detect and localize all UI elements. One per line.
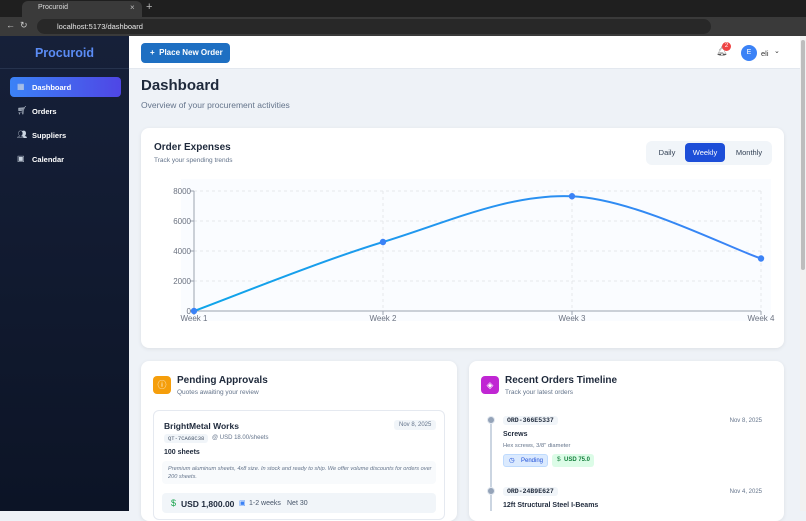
timeline-subtitle: Track your latest orders xyxy=(505,389,574,396)
pending-subtitle: Quotes awaiting your review xyxy=(177,389,259,396)
line xyxy=(193,195,762,312)
page-title: Dashboard xyxy=(141,77,220,94)
quantity: 100 sheets xyxy=(164,449,200,456)
nav-item[interactable]: Suppliers xyxy=(32,131,67,140)
order-description: Hex screws, 3/8" diameter xyxy=(503,443,571,449)
dollar-icon: $ xyxy=(171,498,177,508)
pending-title: Pending Approvals xyxy=(177,375,268,386)
period-button[interactable]: Monthly xyxy=(735,148,763,157)
scrollbar-thumb[interactable] xyxy=(801,40,805,270)
chart: 0 2000 4000 6000 8000 Week 1 Week 2 Week 3 Week … xyxy=(173,179,776,323)
brand: Procuroid xyxy=(34,46,95,60)
period-button[interactable]: Daily xyxy=(658,148,676,157)
scrollbar xyxy=(800,36,806,511)
address-bar[interactable] xyxy=(37,19,711,34)
plot-background xyxy=(181,179,771,321)
point xyxy=(379,238,387,246)
point xyxy=(757,255,765,262)
note-box xyxy=(162,461,436,484)
tab-close[interactable]: × xyxy=(130,3,135,12)
period-button[interactable]: Weekly xyxy=(685,143,725,162)
chart-title: Order Expenses xyxy=(154,142,231,153)
user-name[interactable]: eli xyxy=(761,49,769,58)
order-id[interactable]: ORD-24B9E627 xyxy=(503,487,558,496)
divider xyxy=(0,68,129,69)
y-tick-label: 6000 xyxy=(173,217,191,226)
note: Premium aluminum sheets, 4x8 size. In st… xyxy=(168,466,432,480)
nav-icon: ▦ xyxy=(17,82,25,91)
chart-subtitle: Track your spending trends xyxy=(154,157,233,164)
status-badge: Pending xyxy=(503,454,548,467)
new-tab[interactable]: + xyxy=(146,1,153,13)
order-item: 12ft Structural Steel I-Beams xyxy=(503,502,599,509)
nav-icon: 🛒︎ xyxy=(17,106,28,115)
x-tick-label: Week 2 xyxy=(370,314,398,323)
unit-price: @ USD 18.00/sheets xyxy=(212,435,269,441)
nav-item[interactable]: Orders xyxy=(32,107,57,116)
y-tick-label: 0 xyxy=(187,307,192,316)
timeline-icon: ◈ xyxy=(481,376,499,394)
timeline-dot xyxy=(487,416,495,424)
x-tick-label: Week 4 xyxy=(748,314,776,323)
tab-bar xyxy=(0,0,806,17)
timeline-title: Recent Orders Timeline xyxy=(505,375,618,386)
quote-id: QT-7CA68C38 xyxy=(164,434,209,443)
terms: Net 30 xyxy=(287,500,308,507)
y-tick-label: 2000 xyxy=(173,277,191,286)
page-subtitle: Overview of your procurement activities xyxy=(141,100,290,110)
order-date: Nov 4, 2025 xyxy=(729,489,762,495)
avatar[interactable]: E xyxy=(741,45,757,61)
url: localhost:5173/dashboard xyxy=(57,22,143,31)
timeline-line xyxy=(490,420,492,511)
amount-badge: USD 75.0 xyxy=(552,454,594,467)
order-date: Nov 8, 2025 xyxy=(729,418,762,424)
nav-icon: ▣ xyxy=(17,154,25,163)
bell[interactable]: 🔔︎ xyxy=(716,46,728,56)
notification-badge: 2 xyxy=(722,42,731,51)
y-tick-label: 8000 xyxy=(173,187,191,196)
point xyxy=(190,307,198,315)
button-label: Place New Order xyxy=(159,48,223,57)
status-icon: ◷ xyxy=(509,457,515,464)
supplier: BrightMetal Works xyxy=(164,421,239,431)
lead-time: 1-2 weeks xyxy=(249,500,281,507)
y-tick-label: 4000 xyxy=(173,247,191,256)
header xyxy=(129,36,800,69)
nav-item[interactable]: Calendar xyxy=(32,155,65,164)
quote-total: USD 1,800.00 xyxy=(181,499,235,509)
order-item: Screws xyxy=(503,431,528,438)
nav-active-bg[interactable] xyxy=(10,77,121,97)
quote-summary xyxy=(162,493,436,513)
user-caret[interactable]: ⌄ xyxy=(774,48,780,55)
nav-icon: 👥︎ xyxy=(17,130,28,139)
x-tick-label: Week 1 xyxy=(181,314,209,323)
quote-date: Nov 8, 2025 xyxy=(394,420,437,430)
point xyxy=(568,193,576,200)
nav-buttons[interactable]: ← ↻ xyxy=(6,20,28,30)
x-tick-label: Week 3 xyxy=(559,314,587,323)
nav-item[interactable]: Dashboard xyxy=(32,83,72,92)
timeline-dot xyxy=(487,487,495,495)
tab[interactable] xyxy=(22,1,142,17)
amount-icon: $ xyxy=(557,456,561,463)
sidebar xyxy=(0,36,129,511)
tab-title: Procuroid xyxy=(38,4,68,11)
pending-icon: ⓘ xyxy=(153,376,171,394)
calendar-icon: ▣ xyxy=(239,500,246,507)
place-order-button[interactable]: + Place New Order xyxy=(141,43,230,63)
order-id[interactable]: ORD-366E5337 xyxy=(503,416,558,425)
